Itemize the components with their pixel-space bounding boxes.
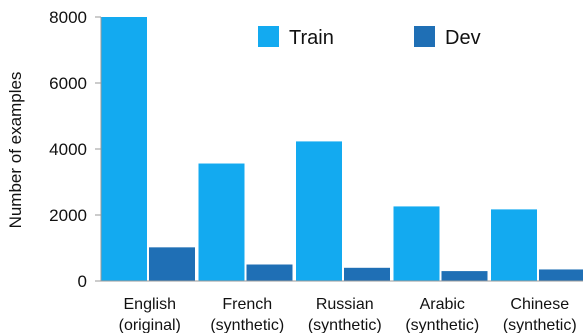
bar-dev-2 <box>344 267 390 281</box>
x-tick-label: (synthetic) <box>503 317 577 333</box>
legend-label-train: Train <box>289 27 334 49</box>
y-axis-ticks: 0 2000 4000 6000 8000 <box>49 8 101 291</box>
bar-train-2 <box>296 141 342 281</box>
x-tick-label: (synthetic) <box>210 317 284 333</box>
y-tick-label: 0 <box>78 272 87 291</box>
x-tick-label: (original) <box>119 317 181 333</box>
bar-train-0 <box>101 17 147 281</box>
bar-dev-0 <box>149 247 195 281</box>
legend-swatch-train <box>258 26 279 47</box>
bar-dev-1 <box>246 264 293 281</box>
x-tick-label: English <box>124 296 176 313</box>
y-tick-label: 8000 <box>49 8 87 27</box>
bars <box>101 17 583 281</box>
legend-label-dev: Dev <box>445 27 481 49</box>
bar-train-4 <box>491 209 537 281</box>
x-tick-label: Arabic <box>420 296 465 313</box>
x-axis-tick-labels: English (original) French (synthetic) Russia… <box>119 296 577 333</box>
bar-dev-4 <box>539 269 583 281</box>
y-tick-label: 2000 <box>49 206 87 225</box>
x-tick-label: Chinese <box>510 296 569 313</box>
x-tick-label: Russian <box>316 296 374 313</box>
x-tick-label: (synthetic) <box>405 317 479 333</box>
y-tick-label: 4000 <box>49 140 87 159</box>
bar-train-3 <box>393 206 440 281</box>
x-tick-label: French <box>222 296 272 313</box>
bar-train-1 <box>198 163 245 281</box>
legend: Train Dev <box>258 26 481 49</box>
x-tick-label: (synthetic) <box>308 317 382 333</box>
y-axis-label: Number of examples <box>6 72 25 229</box>
bar-dev-3 <box>441 271 488 281</box>
legend-swatch-dev <box>414 26 435 47</box>
y-tick-label: 6000 <box>49 74 87 93</box>
